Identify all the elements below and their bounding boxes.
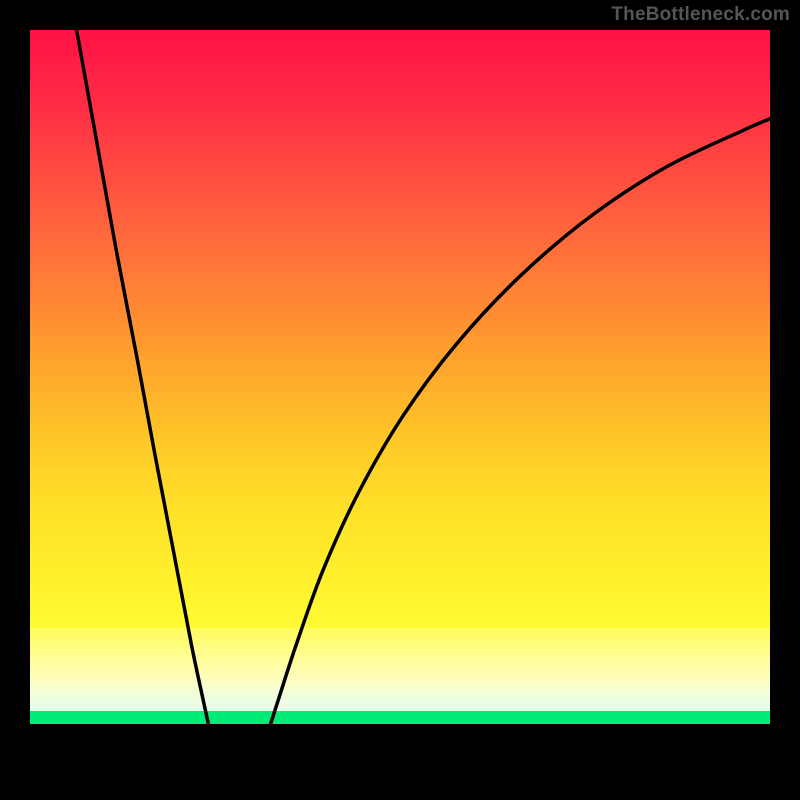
watermark-text: TheBottleneck.com bbox=[611, 4, 790, 26]
curve-left bbox=[77, 30, 254, 768]
curve-right bbox=[253, 119, 770, 765]
curves-svg bbox=[30, 30, 770, 770]
chart-frame: TheBottleneck.com bbox=[0, 0, 800, 800]
plot-area bbox=[30, 30, 770, 770]
